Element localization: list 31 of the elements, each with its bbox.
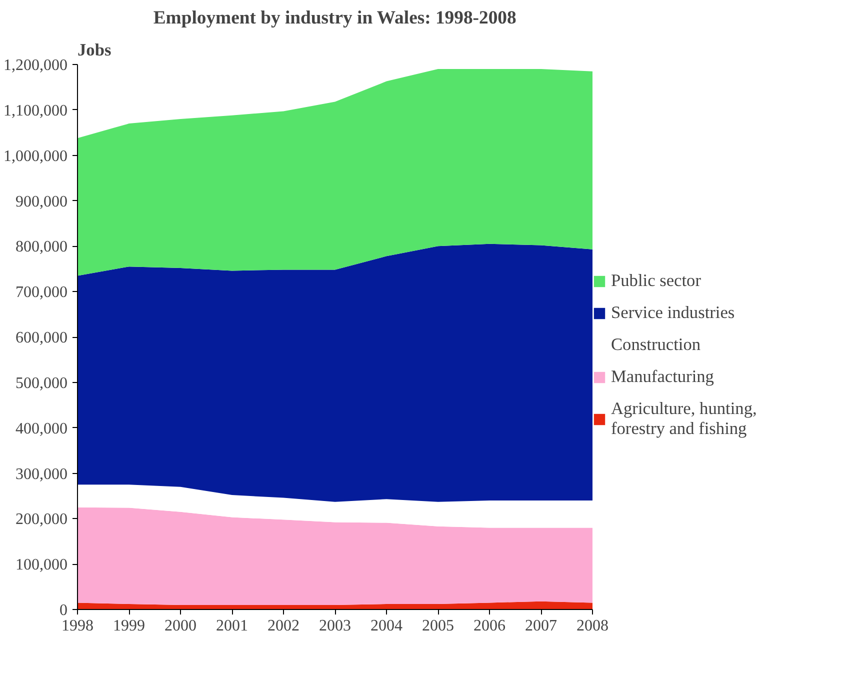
- y-tick-label: 500,000: [16, 374, 68, 392]
- legend-label: Agriculture, hunting, forestry and fishing: [611, 399, 757, 439]
- x-tick-label: 2004: [370, 618, 402, 634]
- y-tick-label: 0: [60, 602, 68, 619]
- x-tick-label: 2008: [576, 618, 608, 634]
- y-tick-label: 600,000: [16, 330, 68, 346]
- x-tick-label: 2003: [319, 618, 351, 634]
- y-tick-label: 800,000: [16, 238, 68, 256]
- x-tick-label: 1998: [62, 618, 94, 634]
- legend-label: Manufacturing: [611, 367, 714, 387]
- x-tick-label: 2007: [525, 618, 557, 634]
- y-tick-label: 1,200,000: [4, 57, 68, 74]
- y-tick-label: 1,000,000: [4, 148, 68, 165]
- chart-title: Employment by industry in Wales: 1998-2008: [153, 8, 516, 28]
- y-axis-title: Jobs: [78, 40, 112, 60]
- y-tick-label: 100,000: [16, 556, 68, 574]
- series-label: Public sector: [611, 271, 701, 291]
- series-label: Service industries: [611, 303, 735, 323]
- y-tick-label: 300,000: [16, 466, 68, 483]
- y-tick-label: 400,000: [16, 420, 68, 438]
- x-tick-label: 2006: [474, 618, 506, 634]
- y-tick-label: 700,000: [16, 284, 68, 302]
- y-tick-label: 1,100,000: [4, 102, 68, 120]
- x-tick-label: 2005: [422, 618, 454, 634]
- text: Construction: [611, 335, 701, 355]
- x-tick-label: 1999: [113, 618, 145, 634]
- y-tick-label: 900,000: [16, 193, 68, 210]
- x-tick-label: 2000: [164, 618, 196, 634]
- y-tick-label: 200,000: [16, 511, 68, 528]
- x-tick-label: 2002: [268, 618, 300, 634]
- x-tick-label: 2001: [216, 618, 248, 634]
